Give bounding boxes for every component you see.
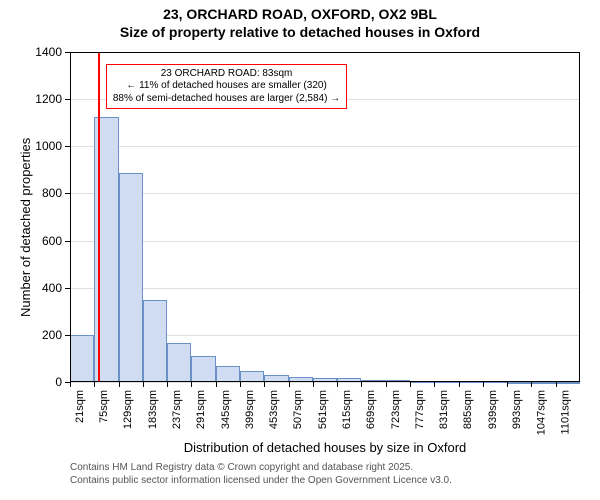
- x-tick-label: 507sqm: [293, 390, 305, 429]
- x-tick: [191, 382, 192, 387]
- annotation-line: 88% of semi-detached houses are larger (…: [113, 93, 340, 106]
- title-line-1: 23, ORCHARD ROAD, OXFORD, OX2 9BL: [0, 6, 600, 24]
- x-tick: [313, 382, 314, 387]
- y-tick-label: 0: [22, 375, 62, 389]
- x-tick-label: 399sqm: [244, 390, 256, 429]
- x-tick: [143, 382, 144, 387]
- histogram-bar: [556, 382, 580, 384]
- footer-line-1: Contains HM Land Registry data © Crown c…: [70, 462, 452, 475]
- x-tick: [167, 382, 168, 387]
- x-tick: [216, 382, 217, 387]
- x-tick-label: 669sqm: [365, 390, 377, 429]
- x-tick: [361, 382, 362, 387]
- x-tick-label: 1047sqm: [535, 390, 547, 435]
- x-tick: [410, 382, 411, 387]
- x-axis-label: Distribution of detached houses by size …: [70, 440, 580, 455]
- chart-title: 23, ORCHARD ROAD, OXFORD, OX2 9BL Size o…: [0, 0, 600, 41]
- x-tick-label: 129sqm: [123, 390, 135, 429]
- x-tick-label: 291sqm: [195, 390, 207, 429]
- x-tick: [264, 382, 265, 387]
- x-tick-label: 1101sqm: [560, 390, 572, 434]
- footer-line-2: Contains public sector information licen…: [70, 475, 452, 488]
- y-tick-label: 1200: [22, 92, 62, 106]
- x-tick: [240, 382, 241, 387]
- x-tick-label: 237sqm: [171, 390, 183, 429]
- x-tick-label: 723sqm: [390, 390, 402, 429]
- x-tick: [94, 382, 95, 387]
- x-tick-label: 885sqm: [463, 390, 475, 429]
- y-tick-label: 1400: [22, 45, 62, 59]
- x-tick: [531, 382, 532, 387]
- x-tick: [119, 382, 120, 387]
- y-axis-label: Number of detached properties: [18, 138, 33, 317]
- x-tick-label: 561sqm: [317, 390, 329, 429]
- x-tick: [556, 382, 557, 387]
- property-annotation: 23 ORCHARD ROAD: 83sqm← 11% of detached …: [106, 64, 347, 110]
- plot-area: 020040060080010001200140021sqm75sqm129sq…: [70, 52, 580, 382]
- x-tick-label: 453sqm: [268, 390, 280, 429]
- x-tick: [337, 382, 338, 387]
- y-tick-label: 200: [22, 328, 62, 342]
- x-tick-label: 75sqm: [98, 390, 110, 423]
- x-tick: [289, 382, 290, 387]
- annotation-line: 23 ORCHARD ROAD: 83sqm: [113, 68, 340, 81]
- chart-container: 23, ORCHARD ROAD, OXFORD, OX2 9BL Size o…: [0, 0, 600, 500]
- footer-attribution: Contains HM Land Registry data © Crown c…: [70, 462, 452, 487]
- x-tick: [507, 382, 508, 387]
- x-tick-label: 615sqm: [341, 390, 353, 429]
- x-tick-label: 345sqm: [220, 390, 232, 429]
- x-tick-label: 183sqm: [147, 390, 159, 429]
- x-tick: [483, 382, 484, 387]
- x-tick-label: 993sqm: [511, 390, 523, 429]
- x-tick-label: 831sqm: [438, 390, 450, 429]
- x-tick-label: 21sqm: [74, 390, 86, 423]
- x-tick: [386, 382, 387, 387]
- x-tick: [434, 382, 435, 387]
- x-tick: [70, 382, 71, 387]
- x-tick-label: 939sqm: [487, 390, 499, 429]
- x-tick: [459, 382, 460, 387]
- title-line-2: Size of property relative to detached ho…: [0, 24, 600, 42]
- annotation-line: ← 11% of detached houses are smaller (32…: [113, 80, 340, 93]
- x-tick-label: 777sqm: [414, 390, 426, 429]
